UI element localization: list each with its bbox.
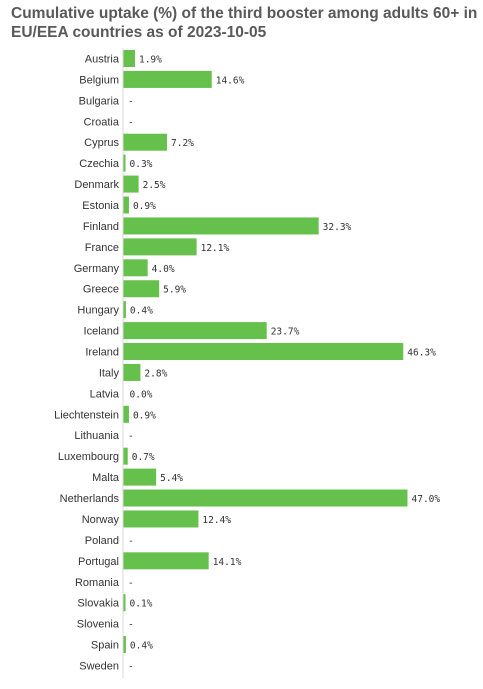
category-label-luxembourg: Luxembourg [58,451,119,463]
category-label-latvia: Latvia [90,388,120,400]
category-label-ireland: Ireland [85,347,119,359]
bar-spain [123,636,126,654]
category-label-liechtenstein: Liechtenstein [54,409,119,421]
bar-luxembourg [123,447,128,465]
category-label-poland: Poland [85,535,119,547]
value-label-luxembourg: 0.7% [132,452,155,463]
value-label-croatia: - [128,117,134,128]
value-label-lithuania: - [128,431,134,442]
value-label-portugal: 14.1% [213,557,242,568]
bar-iceland [123,322,267,340]
value-label-iceland: 23.7% [271,327,300,338]
category-label-belgium: Belgium [79,74,119,86]
category-label-bulgaria: Bulgaria [79,95,120,107]
value-label-norway: 12.4% [202,515,231,526]
bar-liechtenstein [123,405,129,423]
category-label-cyprus: Cyprus [84,137,119,149]
category-label-czechia: Czechia [79,158,120,170]
category-label-norway: Norway [82,514,120,526]
bar-austria [123,50,135,67]
value-label-austria: 1.9% [139,55,162,66]
category-label-slovakia: Slovakia [77,598,119,610]
value-label-sweden: - [128,661,134,672]
value-label-france: 12.1% [201,243,230,254]
value-label-malta: 5.4% [160,473,183,484]
value-label-latvia: 0.0% [130,389,153,400]
category-label-iceland: Iceland [84,326,119,338]
category-label-denmark: Denmark [74,179,119,191]
category-label-croatia: Croatia [84,116,120,128]
bar-czechia [123,154,126,172]
value-label-bulgaria: - [128,96,134,107]
bars-layer: Austria 1.9%Belgium 14.6%Bulgaria -Croatia -… [54,50,440,672]
bar-greece [123,280,160,298]
bar-cyprus [123,133,168,151]
category-label-greece: Greece [83,284,119,296]
bar-italy [123,363,141,381]
bar-netherlands [123,489,408,507]
value-label-liechtenstein: 0.9% [133,410,156,421]
bar-slovakia [123,594,126,612]
bar-belgium [123,70,212,88]
value-label-estonia: 0.9% [133,201,156,212]
bar-estonia [123,196,129,214]
category-label-spain: Spain [91,640,119,652]
bar-portugal [123,552,209,570]
category-label-finland: Finland [83,221,119,233]
category-label-romania: Romania [75,577,120,589]
category-label-sweden: Sweden [79,660,119,672]
value-label-greece: 5.9% [163,285,186,296]
value-label-hungary: 0.4% [130,306,153,317]
category-label-malta: Malta [92,472,120,484]
bar-denmark [123,175,139,193]
bar-finland [123,217,319,235]
value-label-czechia: 0.3% [130,159,153,170]
value-label-slovenia: - [128,620,134,631]
bar-norway [123,510,199,528]
value-label-ireland: 46.3% [407,348,436,359]
value-label-cyprus: 7.2% [171,138,194,149]
category-label-germany: Germany [74,263,120,275]
category-label-italy: Italy [99,367,120,379]
category-label-austria: Austria [85,54,120,66]
bar-france [123,238,197,256]
value-label-denmark: 2.5% [143,180,166,191]
bar-malta [123,468,157,486]
category-label-estonia: Estonia [82,200,120,212]
value-label-poland: - [128,536,134,547]
category-label-netherlands: Netherlands [60,493,120,505]
bar-ireland [123,343,404,361]
value-label-slovakia: 0.1% [130,599,153,610]
chart-title: Cumulative uptake (%) of the third boost… [11,5,478,41]
category-label-hungary: Hungary [77,305,119,317]
category-label-slovenia: Slovenia [77,619,120,631]
value-label-spain: 0.4% [130,641,153,652]
value-label-netherlands: 47.0% [412,494,441,505]
value-label-germany: 4.0% [152,264,175,275]
bar-germany [123,259,148,277]
category-label-lithuania: Lithuania [74,430,120,442]
category-label-france: France [85,242,119,254]
value-label-finland: 32.3% [323,222,352,233]
value-label-belgium: 14.6% [216,75,245,86]
value-label-italy: 2.8% [144,368,167,379]
category-label-portugal: Portugal [78,556,119,568]
bar-hungary [123,301,126,319]
value-label-romania: - [128,578,134,589]
